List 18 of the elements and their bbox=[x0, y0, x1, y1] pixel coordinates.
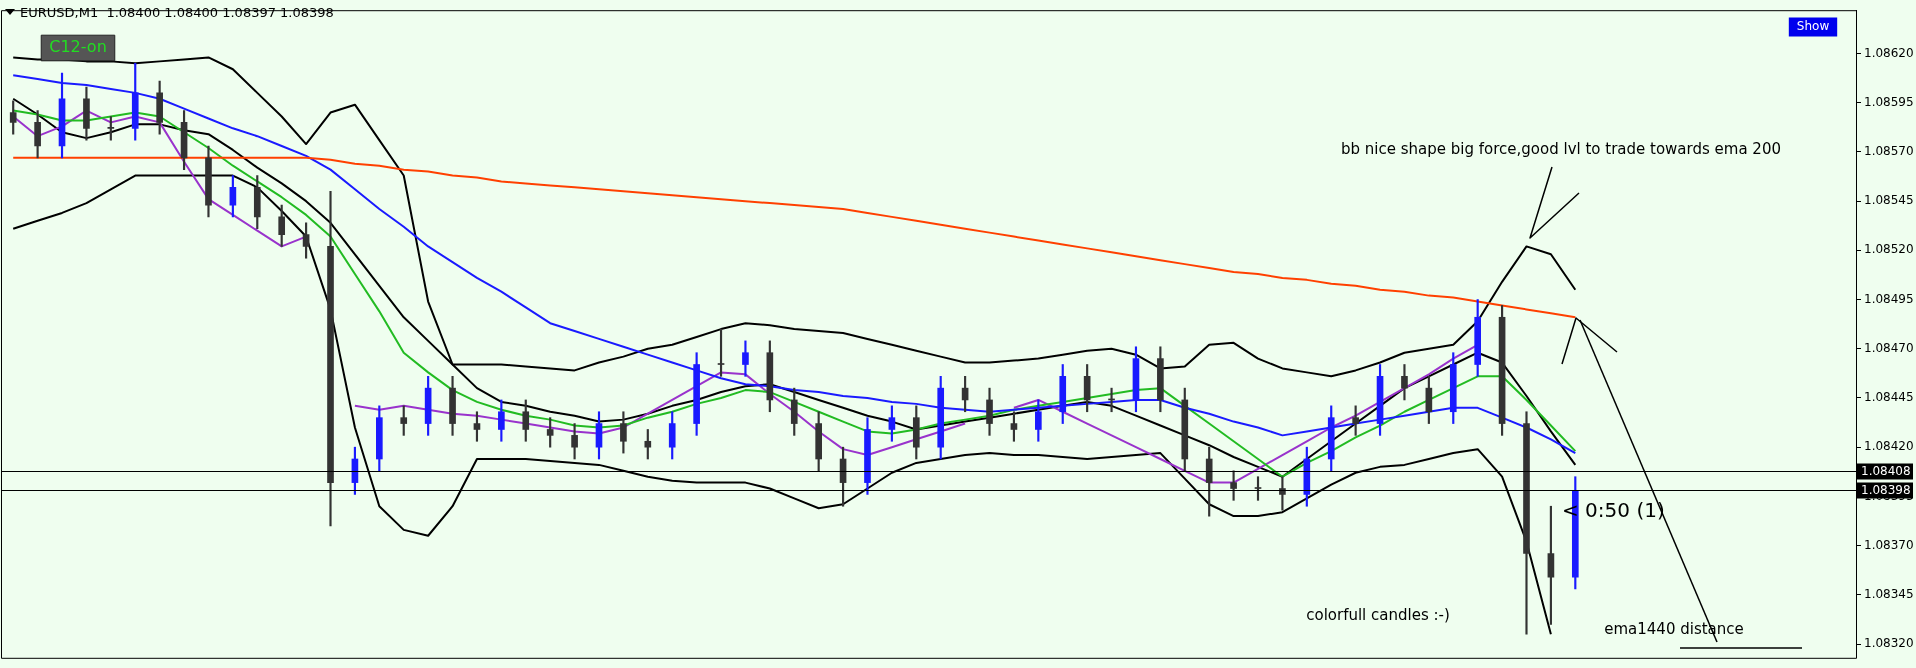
y-tick-label: 1.08495 bbox=[1864, 291, 1914, 306]
y-tick-label: 1.08445 bbox=[1864, 390, 1914, 405]
y-tick-label: 1.08620 bbox=[1864, 45, 1914, 60]
y-tick-label: 1.08370 bbox=[1864, 537, 1914, 552]
y-tick-label: 1.08420 bbox=[1864, 439, 1914, 454]
y-tick-label: 1.08520 bbox=[1864, 242, 1914, 257]
y-tick-label: 1.08470 bbox=[1864, 340, 1914, 355]
y-tick-label: 1.08345 bbox=[1864, 586, 1914, 601]
y-tick-label: 1.08595 bbox=[1864, 94, 1914, 109]
y-tick-label: 1.08320 bbox=[1864, 636, 1914, 651]
y-tick-label: 1.08570 bbox=[1864, 144, 1914, 159]
y-tick-label: 1.08545 bbox=[1864, 193, 1914, 208]
text: Show bbox=[1796, 19, 1830, 34]
ref-line-label: 1.08408 bbox=[1861, 463, 1911, 478]
annotation: bb nice shape big force,good lvl to trade towards ema 200 bbox=[1341, 139, 1781, 158]
annotation: colorfull candles :-) bbox=[1306, 605, 1450, 624]
ref-line-label: 1.08398 bbox=[1861, 482, 1911, 497]
annotation: C12-on bbox=[49, 37, 107, 57]
